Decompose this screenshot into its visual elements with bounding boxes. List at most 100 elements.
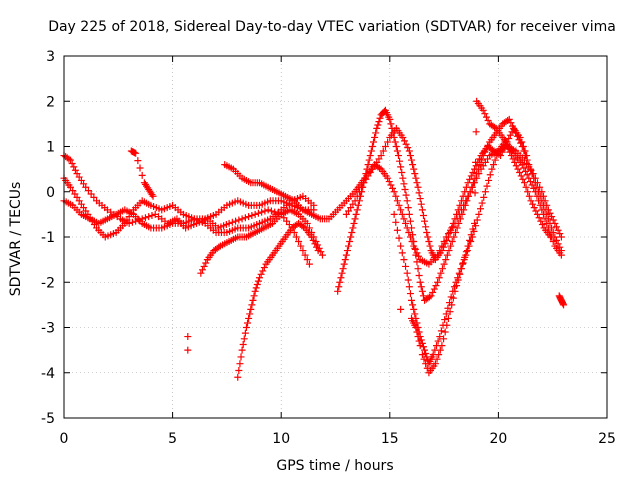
plus-marker [136,164,144,172]
plus-marker [451,215,459,223]
plus-marker [536,201,544,209]
plus-marker [443,236,451,244]
plus-marker [525,161,533,169]
plus-marker [518,138,526,146]
plus-marker [456,270,464,278]
plus-marker [469,169,477,177]
plus-marker [372,129,380,137]
plus-marker [459,259,467,267]
plus-marker [148,191,156,199]
plus-marker [318,251,326,259]
plus-marker [438,247,446,255]
plus-marker [371,133,379,141]
plus-marker [417,200,425,208]
plus-marker [410,305,418,313]
plus-marker [366,152,374,160]
plus-marker [482,113,490,121]
plus-marker [392,218,400,226]
plus-marker [258,208,266,216]
plus-marker [480,193,488,201]
plus-marker [334,287,342,295]
plus-marker [394,152,402,160]
plus-marker [148,212,156,220]
plus-marker [419,212,427,220]
plus-marker [225,219,233,227]
plus-marker [413,179,421,187]
plus-marker [406,290,414,298]
y-tick-label: 3 [46,49,55,65]
plus-marker [441,316,449,324]
plus-marker [422,350,430,358]
plus-marker [397,242,405,250]
plus-marker [454,206,462,214]
plus-marker [405,228,413,236]
plus-marker [252,284,260,292]
plus-marker [553,236,561,244]
plus-marker [198,266,206,274]
plus-marker [549,216,557,224]
plus-marker [397,305,405,313]
plus-marker [128,218,136,226]
plus-marker [404,144,412,152]
plus-marker [134,157,142,165]
plus-marker [425,293,433,301]
plus-marker [312,243,320,251]
series-track-e [197,206,326,277]
plus-marker [215,243,223,251]
plus-marker [67,156,75,164]
plus-marker [438,265,446,273]
plus-marker [429,288,437,296]
plus-marker [247,305,255,313]
plus-marker [423,228,431,236]
plus-marker [514,165,522,173]
plus-marker [457,197,465,205]
plus-marker [248,301,256,309]
plus-marker [530,204,538,212]
plus-marker [405,210,413,218]
plus-marker [412,324,420,331]
plus-marker [412,174,420,182]
plus-marker [530,184,538,192]
plus-marker [434,337,442,345]
plus-marker [395,201,403,209]
plus-marker [436,333,444,341]
plus-marker [520,164,528,172]
plus-marker [141,214,149,222]
plus-marker [376,114,384,122]
plus-marker [434,278,442,286]
plus-marker [303,219,311,227]
plus-marker [355,188,363,196]
plus-marker [475,210,483,218]
plus-marker [393,147,401,155]
series-track-i [390,138,555,368]
plus-marker [435,274,443,282]
plus-marker [418,351,426,359]
plus-marker [449,219,457,227]
plus-marker [473,170,481,178]
plus-marker [531,188,539,196]
plus-marker [246,310,254,318]
plus-marker [396,157,404,165]
plus-marker [415,189,423,197]
data-marks [60,97,568,381]
plus-marker [523,171,531,179]
plus-marker [535,214,543,222]
plot-frame [63,55,608,419]
plus-marker [398,169,406,177]
plus-marker [533,183,541,191]
plus-marker [511,158,519,166]
plus-marker [421,346,429,354]
plus-marker [254,209,262,217]
plus-marker [451,287,459,295]
plus-marker [241,329,249,337]
plus-marker [525,192,533,200]
plus-marker [408,224,416,232]
plus-marker [414,265,422,273]
plus-marker [444,233,452,241]
plus-marker [518,161,526,169]
plus-marker [481,188,489,196]
plus-marker [310,201,318,209]
plus-marker [384,138,392,146]
plus-marker [476,205,484,213]
plus-marker [401,185,409,193]
